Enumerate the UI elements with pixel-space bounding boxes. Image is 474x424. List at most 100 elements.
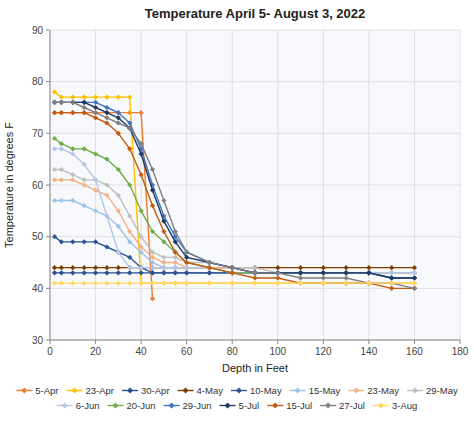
legend: 5-Apr23-Apr30-Apr4-May10-May15-May23-May…	[16, 385, 458, 411]
point	[150, 250, 155, 255]
point	[93, 115, 98, 120]
point	[230, 265, 235, 270]
tick-mark	[46, 81, 50, 82]
point	[161, 255, 166, 260]
point	[275, 270, 280, 275]
point	[70, 198, 75, 203]
series-line	[55, 149, 415, 273]
point	[59, 146, 64, 151]
legend-label: 5-Apr	[35, 385, 58, 396]
point	[116, 95, 121, 100]
point	[93, 188, 98, 193]
point	[139, 244, 144, 249]
point	[207, 281, 212, 286]
legend-item: 5-Jul	[220, 400, 260, 411]
point	[127, 182, 132, 187]
point	[127, 270, 132, 275]
point	[59, 110, 64, 115]
point	[207, 260, 212, 265]
point	[184, 265, 189, 270]
point	[70, 100, 75, 105]
point	[59, 239, 64, 244]
point	[82, 95, 87, 100]
point	[275, 270, 280, 275]
point	[93, 265, 98, 270]
point	[52, 100, 57, 105]
point	[59, 95, 64, 100]
point	[139, 110, 144, 115]
tick-label: 90	[32, 25, 44, 36]
point	[52, 136, 57, 141]
point	[321, 270, 326, 275]
point	[252, 270, 257, 275]
legend-marker	[127, 388, 133, 394]
point	[184, 281, 189, 286]
point	[127, 95, 132, 100]
point	[70, 110, 75, 115]
point	[93, 270, 98, 275]
point	[52, 177, 57, 182]
point	[150, 260, 155, 265]
tick-mark	[46, 340, 50, 341]
point	[161, 229, 166, 234]
point	[321, 270, 326, 275]
tick-mark	[323, 340, 324, 344]
point	[366, 270, 371, 275]
point	[82, 162, 87, 167]
point	[412, 275, 417, 280]
y-axis-label: Temperature in degrees F	[3, 122, 15, 248]
point	[298, 270, 303, 275]
point	[344, 281, 349, 286]
series-group	[52, 89, 417, 301]
point	[116, 167, 121, 172]
point	[252, 265, 257, 270]
point	[82, 100, 87, 105]
grid-line	[50, 340, 460, 341]
point	[82, 110, 87, 115]
series	[52, 100, 417, 281]
point	[116, 224, 121, 229]
point	[93, 208, 98, 213]
point	[207, 260, 212, 265]
point	[412, 270, 417, 275]
point	[59, 177, 64, 182]
point	[82, 265, 87, 270]
point	[207, 265, 212, 270]
point	[52, 110, 57, 115]
point	[161, 219, 166, 224]
point	[70, 100, 75, 105]
point	[59, 141, 64, 146]
point	[52, 89, 57, 94]
point	[173, 270, 178, 275]
point	[275, 265, 280, 270]
tick-mark	[50, 340, 51, 344]
point	[344, 275, 349, 280]
tick-mark	[46, 133, 50, 134]
point	[150, 255, 155, 260]
point	[366, 270, 371, 275]
point	[150, 270, 155, 275]
point	[298, 281, 303, 286]
point	[275, 270, 280, 275]
point	[70, 265, 75, 270]
point	[389, 270, 394, 275]
point	[52, 270, 57, 275]
point	[344, 265, 349, 270]
point	[366, 265, 371, 270]
tick-label: 140	[361, 346, 378, 357]
point	[82, 105, 87, 110]
legend-label: 29-May	[426, 385, 458, 396]
point	[412, 270, 417, 275]
point	[230, 270, 235, 275]
point	[252, 281, 257, 286]
point	[275, 270, 280, 275]
legend-marker	[295, 388, 301, 394]
series	[52, 177, 417, 275]
point	[59, 100, 64, 105]
point	[298, 270, 303, 275]
point	[412, 275, 417, 280]
point	[252, 270, 257, 275]
point	[161, 265, 166, 270]
point	[139, 250, 144, 255]
point	[207, 281, 212, 286]
